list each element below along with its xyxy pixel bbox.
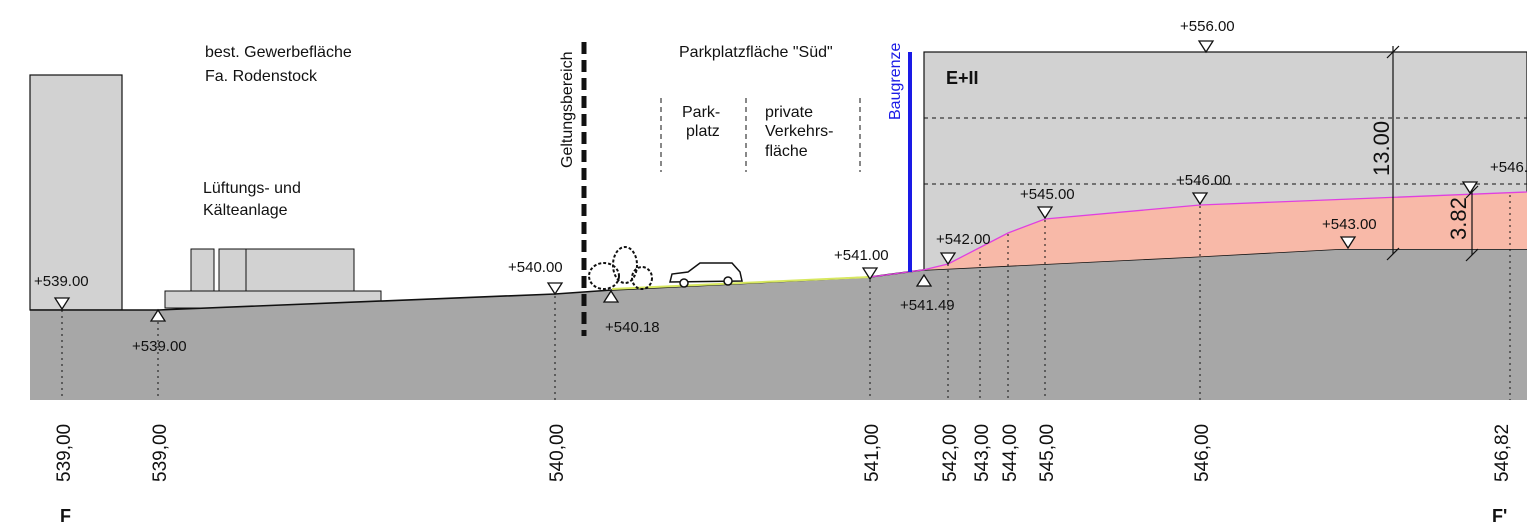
section-start-label: F xyxy=(60,506,71,526)
label-existing-area-1: best. Gewerbefläche xyxy=(205,44,352,61)
axis-value: 546,00 xyxy=(1192,424,1213,482)
elev-543: +543.00 xyxy=(1322,216,1377,233)
elev-539-a: +539.00 xyxy=(34,273,89,290)
elev-541-49: +541.49 xyxy=(900,297,955,314)
axis-verticals xyxy=(61,195,1511,400)
label-scope: Geltungsbereich xyxy=(559,51,576,168)
axis-labels: 539,00 539,00 540,00 541,00 542,00 543,00 544,… xyxy=(54,424,1513,482)
axis-value: 540,00 xyxy=(547,424,568,482)
axis-value: 541,00 xyxy=(862,424,883,482)
axis-value: 539,00 xyxy=(54,424,75,482)
elev-541: +541.00 xyxy=(834,247,889,264)
label-private-3: fläche xyxy=(765,143,808,160)
axis-value: 543,00 xyxy=(972,424,993,482)
plant-unit-3 xyxy=(245,248,355,292)
elev-540-18: +540.18 xyxy=(605,319,660,336)
label-building-line: Baugrenze xyxy=(887,43,904,120)
existing-building xyxy=(29,74,123,311)
label-parking-area: Parkplatzfläche "Süd" xyxy=(679,44,833,61)
parking-dividers xyxy=(660,98,861,172)
label-floors: E+II xyxy=(946,68,979,88)
terrain xyxy=(30,249,1527,400)
label-existing-area-2: Fa. Rodenstock xyxy=(205,68,318,85)
axis-value: 542,00 xyxy=(940,424,961,482)
label-private-1: private xyxy=(765,104,813,121)
elev-542: +542.00 xyxy=(936,231,991,248)
axis-value: 546,82 xyxy=(1492,424,1513,482)
dimension-fill-depth: 3.82 xyxy=(1446,197,1471,240)
plant-unit-2 xyxy=(218,248,247,292)
label-private-2: Verkehrs- xyxy=(765,123,833,140)
axis-value: 545,00 xyxy=(1037,424,1058,482)
parking-surface xyxy=(611,276,871,290)
dimension-height: 13.00 xyxy=(1369,121,1394,176)
section-end-label: F' xyxy=(1492,506,1507,526)
label-park-1: Park- xyxy=(682,104,720,121)
earth-fill xyxy=(870,192,1527,277)
elev-539-b: +539.00 xyxy=(132,338,187,355)
elev-545: +545.00 xyxy=(1020,186,1075,203)
elev-546-right: +546. xyxy=(1490,159,1527,176)
plant-unit-1 xyxy=(190,248,215,292)
axis-value: 539,00 xyxy=(150,424,171,482)
shrubs-icon xyxy=(588,246,653,290)
axis-value: 544,00 xyxy=(1000,424,1021,482)
dimension-lines xyxy=(1386,45,1479,262)
label-ventilation-2: Kälteanlage xyxy=(203,202,288,219)
elev-540: +540.00 xyxy=(508,259,563,276)
elevation-markers xyxy=(53,40,1479,322)
label-ventilation-1: Lüftungs- und xyxy=(203,180,301,197)
elev-546: +546.00 xyxy=(1176,172,1231,189)
elev-556: +556.00 xyxy=(1180,18,1235,35)
label-park-2: platz xyxy=(686,123,720,140)
car-icon xyxy=(669,262,743,288)
